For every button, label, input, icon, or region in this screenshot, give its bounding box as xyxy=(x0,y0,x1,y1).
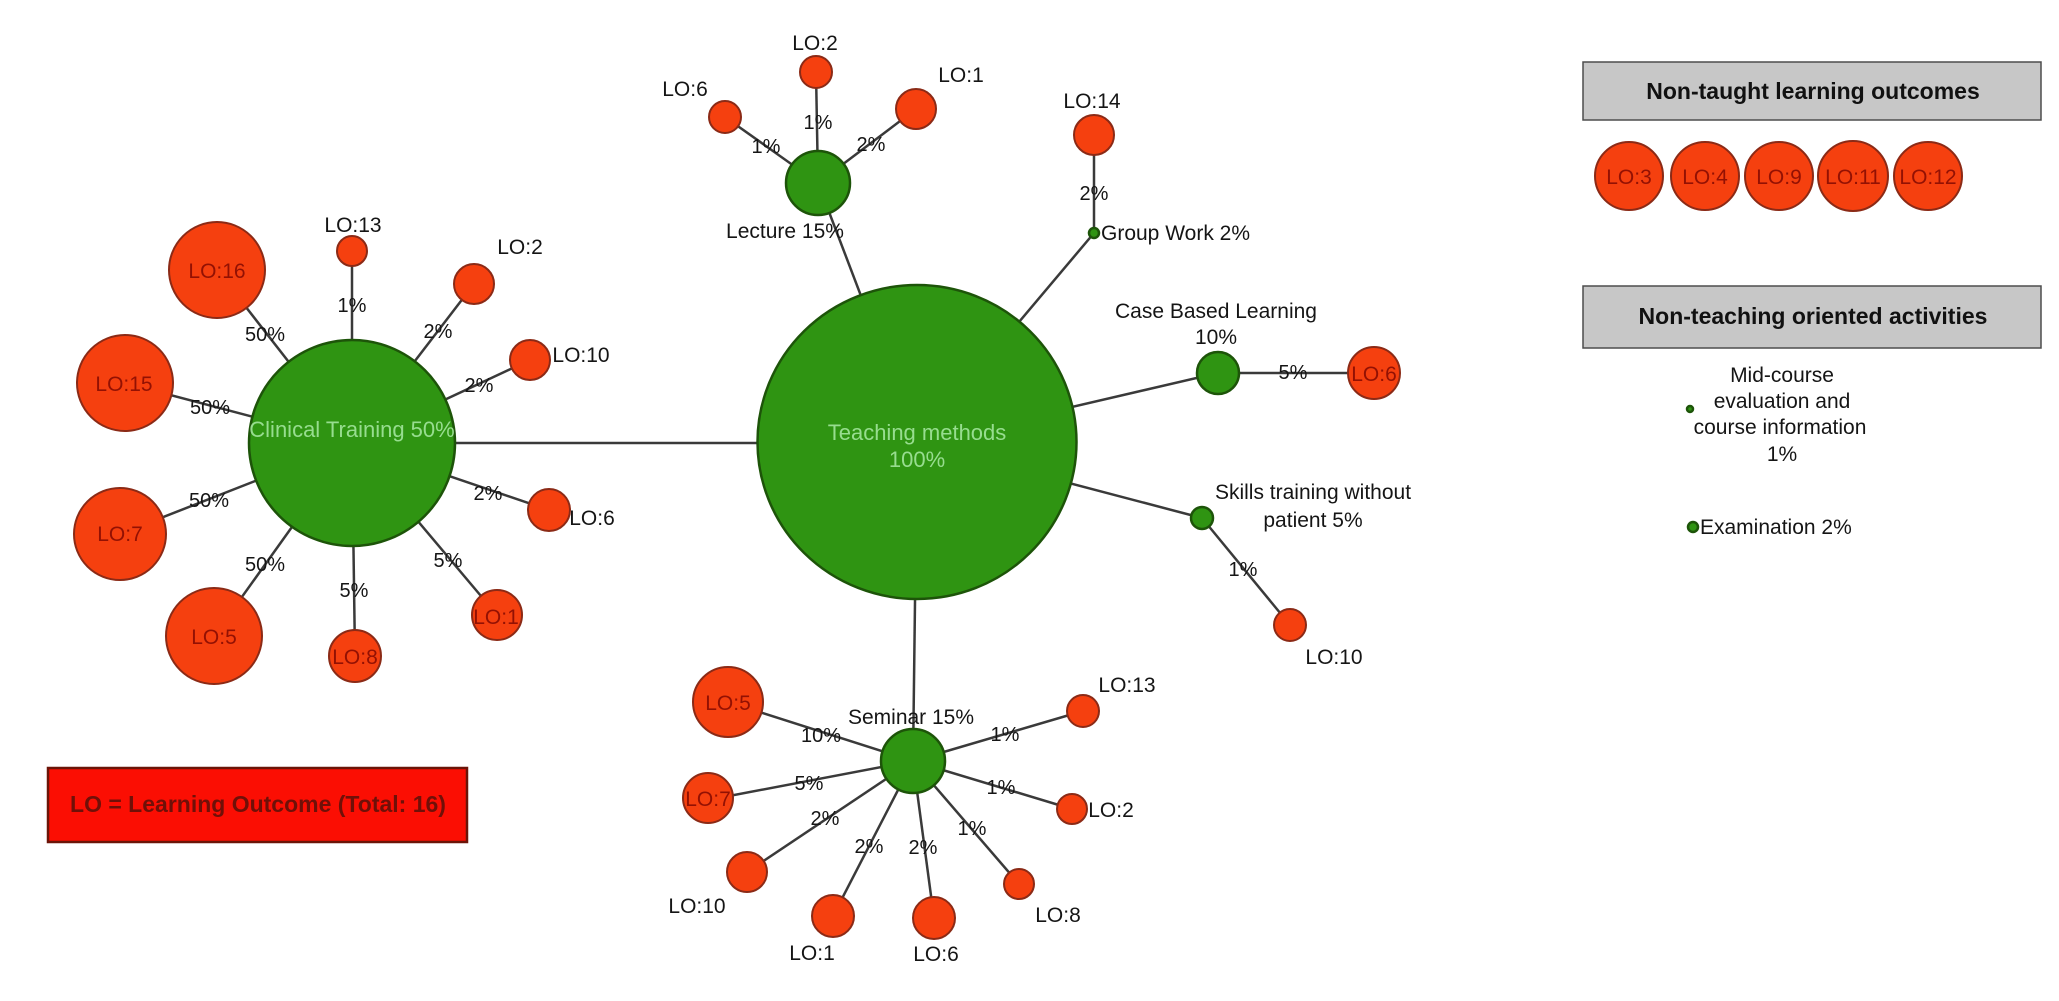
svg-text:Skills training without: Skills training without xyxy=(1215,481,1411,504)
svg-text:LO:9: LO:9 xyxy=(1756,166,1802,189)
svg-text:1%: 1% xyxy=(338,295,367,317)
svg-text:LO:8: LO:8 xyxy=(332,646,378,669)
svg-text:Mid-course: Mid-course xyxy=(1730,364,1834,387)
svg-text:1%: 1% xyxy=(804,112,833,134)
svg-text:1%: 1% xyxy=(991,724,1020,746)
svg-text:LO:6: LO:6 xyxy=(913,943,959,966)
svg-text:Seminar 15%: Seminar 15% xyxy=(848,706,974,729)
svg-text:10%: 10% xyxy=(1195,326,1237,349)
svg-text:LO:6: LO:6 xyxy=(662,78,708,101)
svg-text:2%: 2% xyxy=(474,483,503,505)
svg-text:50%: 50% xyxy=(190,397,230,419)
svg-text:LO:5: LO:5 xyxy=(191,626,237,649)
svg-text:50%: 50% xyxy=(245,554,285,576)
svg-text:50%: 50% xyxy=(245,324,285,346)
svg-text:2%: 2% xyxy=(855,836,884,858)
svg-text:10%: 10% xyxy=(801,725,841,747)
svg-text:5%: 5% xyxy=(795,773,824,795)
svg-text:1%: 1% xyxy=(752,136,781,158)
svg-text:LO:16: LO:16 xyxy=(188,260,245,283)
svg-text:2%: 2% xyxy=(909,837,938,859)
svg-text:course information: course information xyxy=(1694,416,1867,439)
svg-text:LO:13: LO:13 xyxy=(324,214,381,237)
svg-text:LO:2: LO:2 xyxy=(497,236,543,259)
svg-text:LO:6: LO:6 xyxy=(569,507,615,530)
svg-text:LO:1: LO:1 xyxy=(473,606,519,629)
svg-text:50%: 50% xyxy=(189,490,229,512)
svg-text:LO = Learning Outcome (Total:: LO = Learning Outcome (Total: 16) xyxy=(70,791,446,817)
svg-text:LO:5: LO:5 xyxy=(705,692,751,715)
svg-text:LO:14: LO:14 xyxy=(1063,90,1121,113)
svg-text:evaluation and: evaluation and xyxy=(1714,390,1851,413)
svg-text:Teaching methods: Teaching methods xyxy=(828,420,1007,445)
svg-text:LO:12: LO:12 xyxy=(1899,166,1956,189)
svg-text:1%: 1% xyxy=(1767,443,1797,466)
svg-text:LO:10: LO:10 xyxy=(552,344,609,367)
svg-text:2%: 2% xyxy=(424,321,453,343)
svg-text:LO:4: LO:4 xyxy=(1682,166,1728,189)
svg-text:1%: 1% xyxy=(987,777,1016,799)
svg-text:LO:10: LO:10 xyxy=(1305,646,1362,669)
svg-text:Lecture 15%: Lecture 15% xyxy=(726,220,844,243)
svg-text:Non-teaching oriented activiti: Non-teaching oriented activities xyxy=(1639,303,1988,329)
svg-text:LO:13: LO:13 xyxy=(1098,674,1155,697)
svg-text:Examination 2%: Examination 2% xyxy=(1700,516,1852,539)
svg-text:Clinical Training 50%: Clinical Training 50% xyxy=(249,417,454,442)
svg-text:LO:7: LO:7 xyxy=(97,523,143,546)
svg-text:2%: 2% xyxy=(1080,183,1109,205)
svg-text:2%: 2% xyxy=(811,808,840,830)
svg-text:2%: 2% xyxy=(465,375,494,397)
svg-text:LO:8: LO:8 xyxy=(1035,904,1081,927)
svg-text:LO:3: LO:3 xyxy=(1606,166,1652,189)
svg-text:patient 5%: patient 5% xyxy=(1263,509,1362,532)
svg-text:LO:15: LO:15 xyxy=(95,373,152,396)
svg-text:LO:6: LO:6 xyxy=(1351,363,1397,386)
svg-text:LO:10: LO:10 xyxy=(668,895,725,918)
svg-text:1%: 1% xyxy=(958,818,987,840)
svg-text:1%: 1% xyxy=(1229,559,1258,581)
svg-text:LO:2: LO:2 xyxy=(1088,799,1134,822)
svg-text:LO:1: LO:1 xyxy=(789,942,835,965)
svg-text:Non-taught learning outcomes: Non-taught learning outcomes xyxy=(1646,78,1980,104)
svg-text:5%: 5% xyxy=(1279,362,1308,384)
svg-text:2%: 2% xyxy=(857,134,886,156)
svg-text:5%: 5% xyxy=(340,580,369,602)
svg-text:LO:11: LO:11 xyxy=(1825,166,1881,189)
svg-text:LO:7: LO:7 xyxy=(685,788,731,811)
svg-text:LO:2: LO:2 xyxy=(792,32,838,55)
svg-text:100%: 100% xyxy=(889,447,945,472)
svg-text:5%: 5% xyxy=(434,550,463,572)
svg-text:Group Work 2%: Group Work 2% xyxy=(1101,222,1250,245)
svg-text:Case Based Learning: Case Based Learning xyxy=(1115,300,1317,323)
svg-text:LO:1: LO:1 xyxy=(938,64,984,87)
